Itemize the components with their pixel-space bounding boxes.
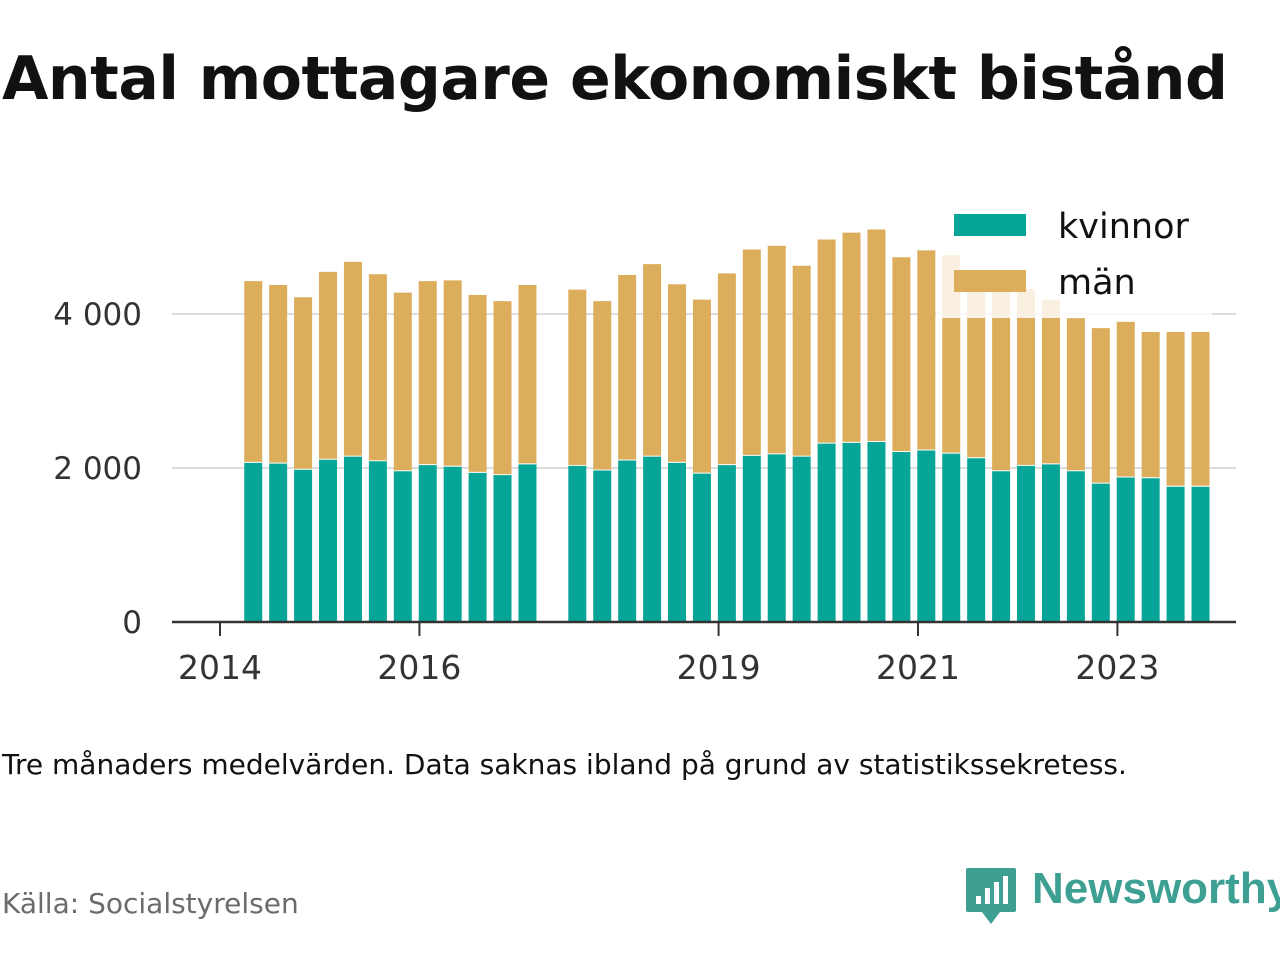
- bar-män: [867, 228, 886, 442]
- bar-män: [1017, 287, 1036, 465]
- bar-kvinnor: [792, 455, 811, 622]
- x-tick-label: 2021: [876, 648, 960, 687]
- bar-män: [593, 300, 612, 470]
- bar-män: [692, 298, 711, 473]
- bar-män: [992, 288, 1011, 471]
- bar-kvinnor: [518, 463, 537, 622]
- bar-män: [717, 272, 736, 465]
- bar-kvinnor: [568, 464, 587, 622]
- legend-swatch-män: [954, 270, 1026, 292]
- bar-män: [1166, 330, 1185, 486]
- bar-kvinnor: [1116, 476, 1135, 622]
- bar-kvinnor: [892, 451, 911, 622]
- x-tick-label: 2016: [377, 648, 461, 687]
- bar-män: [742, 248, 761, 455]
- bar-män: [668, 283, 687, 462]
- bar-kvinnor: [418, 464, 437, 622]
- bar-kvinnor: [269, 462, 288, 622]
- source-label: Källa: Socialstyrelsen: [2, 887, 299, 920]
- brand-name: Newsworthy: [1032, 864, 1280, 913]
- bar-män: [618, 273, 637, 460]
- bar-kvinnor: [717, 464, 736, 622]
- bar-kvinnor: [1066, 470, 1085, 622]
- bar-män: [393, 291, 412, 471]
- bar-kvinnor: [668, 461, 687, 622]
- bar-kvinnor: [443, 465, 462, 622]
- y-tick-label: 4 000: [53, 297, 142, 333]
- bar-kvinnor: [867, 441, 886, 622]
- bar-kvinnor: [343, 455, 362, 622]
- bar-kvinnor: [817, 442, 836, 622]
- bar-kvinnor: [1041, 463, 1060, 622]
- bar-män: [443, 279, 462, 466]
- bar-män: [568, 288, 587, 465]
- bar-män: [1191, 330, 1210, 486]
- bar-kvinnor: [294, 468, 313, 622]
- bar-kvinnor: [393, 470, 412, 622]
- chart-title: Antal mottagare ekonomiskt bistånd: [2, 44, 1228, 114]
- legend: kvinnor män: [936, 200, 1212, 318]
- bar-kvinnor: [692, 472, 711, 622]
- bar-kvinnor: [319, 458, 338, 622]
- x-tick-label: 2019: [677, 648, 761, 687]
- bar-män: [817, 238, 836, 443]
- bar-män: [917, 249, 936, 450]
- bar-kvinnor: [967, 457, 986, 622]
- bar-kvinnor: [618, 459, 637, 622]
- bar-män: [1141, 330, 1160, 478]
- bar-kvinnor: [468, 471, 487, 622]
- y-tick-label: 0: [122, 605, 142, 641]
- bar-kvinnor: [1017, 464, 1036, 622]
- bar-män: [368, 273, 387, 461]
- bar-män: [892, 256, 911, 452]
- legend-swatch-kvinnor: [954, 214, 1026, 236]
- bar-kvinnor: [1141, 477, 1160, 622]
- bar-kvinnor: [842, 441, 861, 622]
- bar-män: [1041, 298, 1060, 464]
- bar-män: [319, 270, 338, 459]
- speech-bubble-bar-chart-icon: [966, 868, 1016, 924]
- bar-män: [518, 283, 537, 464]
- bar-män: [269, 283, 288, 463]
- bar-kvinnor: [1091, 482, 1110, 622]
- bar-kvinnor: [917, 449, 936, 622]
- bar-män: [1116, 320, 1135, 477]
- bar-män: [294, 296, 313, 469]
- bar-kvinnor: [942, 452, 961, 622]
- x-axis: 2014 2016 2019 2021 2023: [172, 620, 1236, 687]
- x-tick-label: 2014: [178, 648, 262, 687]
- legend-label: män: [1058, 263, 1136, 303]
- stacked-bar-chart: 2014 2016 2019 2021 2023 0 2 000 4 000 kvinnor…: [53, 200, 1236, 687]
- bar-kvinnor: [368, 460, 387, 622]
- bar-kvinnor: [244, 461, 263, 622]
- bar-män: [792, 264, 811, 456]
- y-axis: 0 2 000 4 000: [53, 297, 142, 641]
- bar-män: [493, 300, 512, 475]
- bar-män: [1091, 327, 1110, 483]
- bar-kvinnor: [992, 470, 1011, 622]
- bar-kvinnor: [742, 454, 761, 622]
- bar-män: [343, 260, 362, 456]
- bar-män: [767, 244, 786, 454]
- bar-kvinnor: [1191, 485, 1210, 622]
- bar-män: [418, 280, 437, 465]
- bar-kvinnor: [1166, 485, 1185, 622]
- bar-kvinnor: [767, 453, 786, 622]
- y-tick-label: 2 000: [53, 451, 142, 487]
- bar-kvinnor: [493, 474, 512, 622]
- bar-män: [967, 289, 986, 458]
- legend-label: kvinnor: [1058, 207, 1189, 247]
- bar-män: [1066, 317, 1085, 471]
- bar-män: [842, 231, 861, 442]
- bar-män: [244, 280, 263, 462]
- bar-kvinnor: [593, 469, 612, 622]
- bars: [244, 227, 1210, 622]
- chart-note: Tre månaders medelvärden. Data saknas ib…: [2, 748, 1127, 781]
- x-tick-label: 2023: [1075, 648, 1159, 687]
- bar-män: [468, 293, 487, 472]
- bar-kvinnor: [643, 455, 662, 622]
- bar-män: [643, 263, 662, 456]
